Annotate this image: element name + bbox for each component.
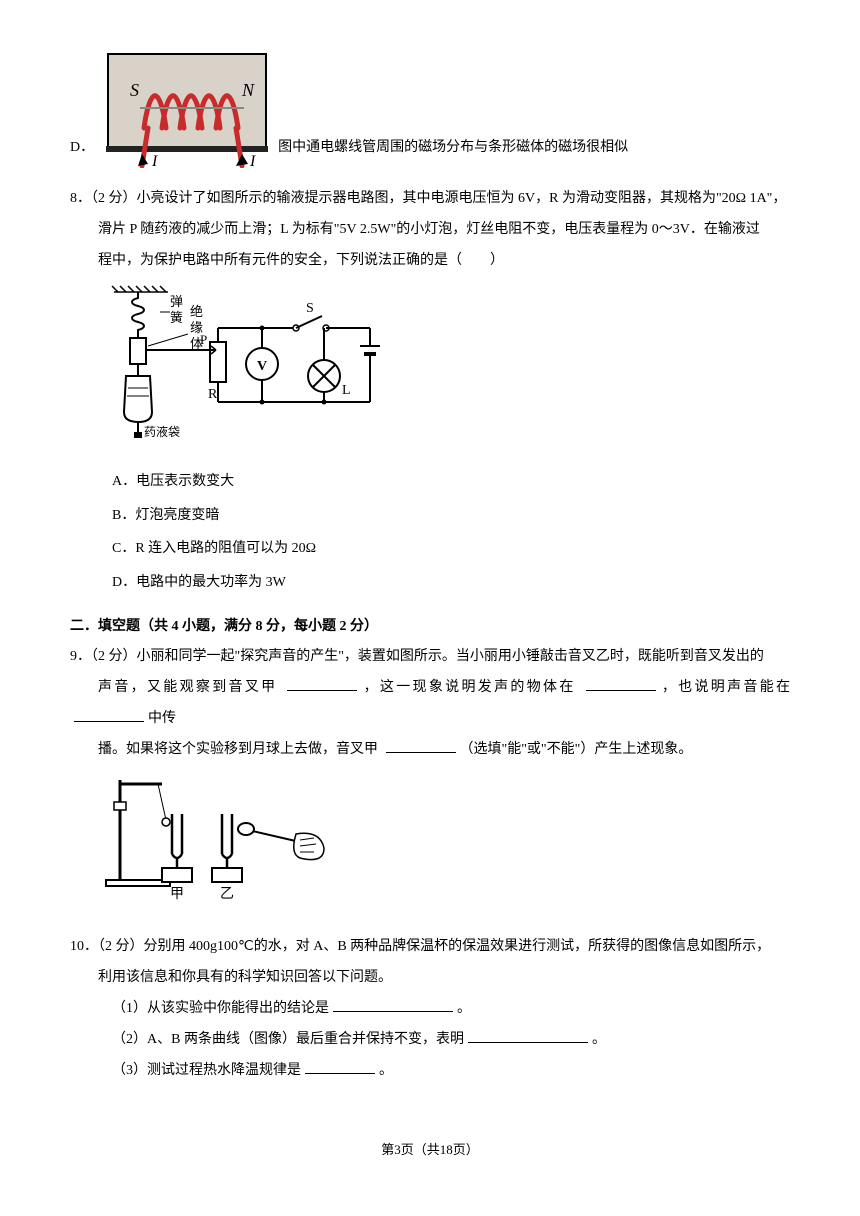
q10-sub1a: （1）从该实验中你能得出的结论是	[112, 1001, 329, 1016]
svg-text:I: I	[249, 153, 256, 168]
svg-text:S: S	[306, 301, 314, 316]
q9-text2c: ，也说明声音能在	[660, 680, 791, 695]
q8-text-line2: 滑片 P 随药液的减少而上滑；L 为标有"5V 2.5W"的小灯泡，灯丝电阻不变…	[70, 215, 790, 246]
q10-sub2: （2）A、B 两条曲线（图像）最后重合并保持不变，表明 。	[70, 1025, 790, 1056]
q10-sub3a: （3）测试过程热水降温规律是	[112, 1063, 301, 1078]
page-footer: 第3页（共18页）	[70, 1136, 790, 1165]
q8-option-a[interactable]: A．电压表示数变大	[70, 465, 790, 499]
q9-text1: 小丽和同学一起"探究声音的产生"，装置如图所示。当小丽用小锤敲击音叉乙时，既能听…	[137, 649, 764, 664]
q8-option-b[interactable]: B．灯泡亮度变暗	[70, 499, 790, 533]
svg-text:绝: 绝	[190, 304, 203, 319]
q10-blank-1[interactable]	[333, 997, 453, 1012]
svg-text:甲: 甲	[170, 887, 184, 902]
svg-text:L: L	[342, 383, 351, 398]
q9-text2d: 中传	[148, 711, 176, 726]
q7-option-d: D． S N I I 图中通电螺线管周围的磁场分布与条形磁体的磁场很相似	[70, 50, 790, 168]
q10-line1: 10．（2 分）分别用 400g100℃的水，对 A、B 两种品牌保温杯的保温效…	[70, 932, 790, 963]
q9-blank-1[interactable]	[287, 676, 357, 691]
svg-text:N: N	[241, 80, 255, 100]
option-d-marker: D．	[70, 133, 94, 164]
q10-sub3b: 。	[379, 1063, 393, 1078]
q8-text-line3: 程中，为保护电路中所有元件的安全，下列说法正确的是（ ）	[70, 246, 790, 277]
question-9: 9．（2 分）小丽和同学一起"探究声音的产生"，装置如图所示。当小丽用小锤敲击音…	[70, 642, 790, 920]
q9-number: 9．（2 分）	[70, 649, 137, 664]
q10-sub2a: （2）A、B 两条曲线（图像）最后重合并保持不变，表明	[112, 1032, 464, 1047]
q7-option-d-text: 图中通电螺线管周围的磁场分布与条形磁体的磁场很相似	[278, 133, 628, 164]
svg-text:S: S	[130, 80, 139, 100]
tuningfork-figure: 甲 乙	[100, 772, 330, 902]
circuit-figure: 弹 簧 绝 缘 体 药液袋 P R S	[110, 284, 400, 444]
q9-line3: 播。如果将这个实验移到月球上去做，音叉甲 （选填"能"或"不能"）产生上述现象。	[70, 735, 790, 766]
question-8: 8．（2 分）小亮设计了如图所示的输液提示器电路图，其中电源电压恒为 6V，R …	[70, 184, 790, 600]
q9-text3b: （选填"能"或"不能"）产生上述现象。	[460, 742, 693, 757]
q10-sub1: （1）从该实验中你能得出的结论是 。	[70, 994, 790, 1025]
q8-text1: 小亮设计了如图所示的输液提示器电路图，其中电源电压恒为 6V，R 为滑动变阻器，…	[137, 191, 787, 206]
q10-sub3: （3）测试过程热水降温规律是 。	[70, 1056, 790, 1087]
solenoid-figure: S N I I	[102, 50, 272, 168]
q9-text3a: 播。如果将这个实验移到月球上去做，音叉甲	[98, 742, 382, 757]
svg-text:I: I	[151, 153, 158, 168]
q9-line1: 9．（2 分）小丽和同学一起"探究声音的产生"，装置如图所示。当小丽用小锤敲击音…	[70, 642, 790, 673]
svg-text:V: V	[257, 359, 267, 374]
q10-line2: 利用该信息和你具有的科学知识回答以下问题。	[70, 963, 790, 994]
q9-text2a: 声音，又能观察到音叉甲	[98, 680, 283, 695]
q10-sub2b: 。	[592, 1032, 606, 1047]
svg-text:药液袋: 药液袋	[144, 424, 180, 439]
question-10: 10．（2 分）分别用 400g100℃的水，对 A、B 两种品牌保温杯的保温效…	[70, 932, 790, 1086]
svg-text:簧: 簧	[170, 310, 183, 325]
q8-option-d[interactable]: D．电路中的最大功率为 3W	[70, 566, 790, 600]
q9-text2b: ，这一现象说明发声的物体在	[361, 680, 581, 695]
q8-options: A．电压表示数变大 B．灯泡亮度变暗 C．R 连入电路的阻值可以为 20Ω D．…	[70, 465, 790, 599]
svg-text:弹: 弹	[170, 294, 183, 309]
q10-blank-3[interactable]	[305, 1058, 375, 1073]
svg-text:乙: 乙	[220, 886, 234, 902]
q9-blank-3[interactable]	[74, 707, 144, 722]
q9-blank-4[interactable]	[386, 737, 456, 752]
q10-number: 10．（2 分）	[70, 939, 144, 954]
q8-option-c[interactable]: C．R 连入电路的阻值可以为 20Ω	[70, 532, 790, 566]
svg-text:P: P	[200, 332, 207, 347]
q8-text-line1: 8．（2 分）小亮设计了如图所示的输液提示器电路图，其中电源电压恒为 6V，R …	[70, 184, 790, 215]
q10-sub1b: 。	[457, 1001, 471, 1016]
q9-blank-2[interactable]	[586, 676, 656, 691]
q10-blank-2[interactable]	[468, 1027, 588, 1042]
q8-number: 8．（2 分）	[70, 191, 137, 206]
q9-line2: 声音，又能观察到音叉甲 ，这一现象说明发声的物体在 ，也说明声音能在 中传	[70, 673, 790, 735]
svg-text:R: R	[208, 387, 218, 402]
section-2-header: 二．填空题（共 4 小题，满分 8 分，每小题 2 分）	[70, 612, 790, 643]
q10-text1: 分别用 400g100℃的水，对 A、B 两种品牌保温杯的保温效果进行测试，所获…	[144, 939, 771, 954]
